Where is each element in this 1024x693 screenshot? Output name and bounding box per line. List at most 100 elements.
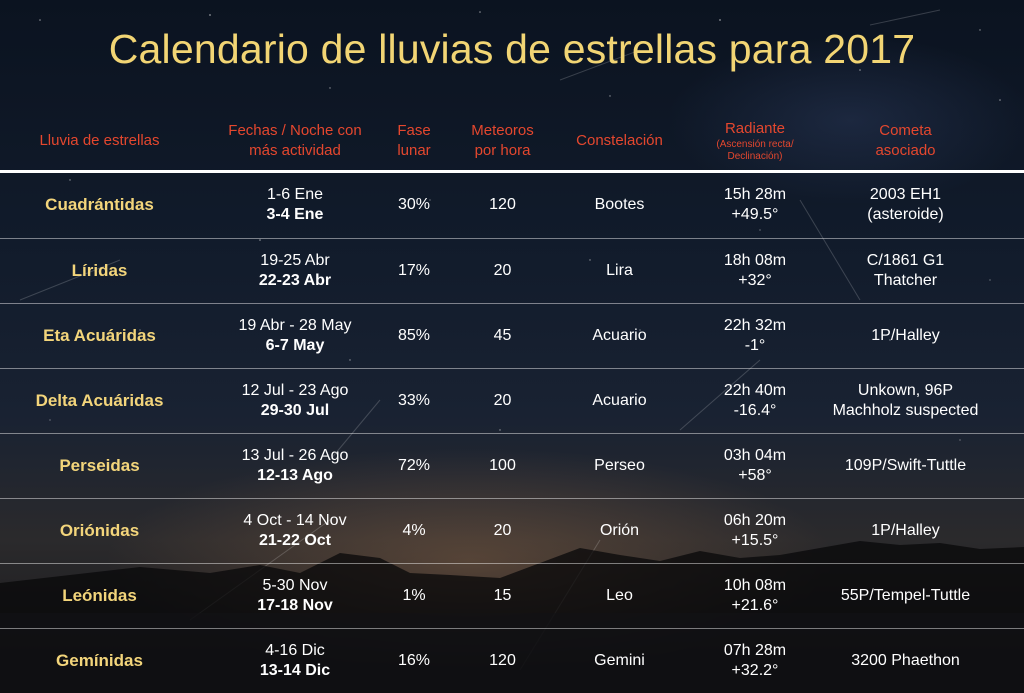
constellation-constellation: Acuario [592,327,647,344]
constellation-constellation: Perseo [594,457,645,474]
shower-dates: 4-16 Dic 13-14 Dic [205,629,385,693]
moon-phase: 85% [385,304,443,368]
shower-dates-peak: 22-23 Abr [258,272,332,289]
meteors-per-hour: 20 [455,369,550,433]
constellation: Perseo [552,434,687,498]
shower-name-name: Leónidas [62,586,137,605]
shower-name-name: Cuadrántidas [45,195,154,214]
associated-comet: 2003 EH1 (asteroide) [818,173,993,237]
shower-name-name: Líridas [71,261,128,280]
moon-phase: 33% [385,369,443,433]
radiant-dec: +58° [738,467,772,484]
radiant-ra: 06h 20m [723,512,787,529]
shower-name: Perseidas [12,434,187,498]
shower-dates: 13 Jul - 26 Ago 12-13 Ago [205,434,385,498]
radiant-dec: +15.5° [731,532,779,549]
table-row: Leónidas 5-30 Nov 17-18 Nov 1% 15 Leo 10h 08m +… [0,563,1024,627]
table-row: Eta Acuáridas 19 Abr - 28 May 6-7 May 85% 45… [0,303,1024,367]
associated-comet-comet1: C/1861 G1 [866,252,945,269]
constellation: Leo [552,564,687,628]
radiant: 07h 28m +32.2° [690,629,820,693]
constellation: Acuario [552,304,687,368]
radiant-dec: +49.5° [731,206,779,223]
meteors-per-hour: 120 [455,173,550,237]
table-row: Perseidas 13 Jul - 26 Ago 12-13 Ago 72% 100 P… [0,433,1024,497]
meteors-per-hour-meteors: 20 [493,262,512,279]
radiant-dec: +21.6° [731,597,779,614]
moon-phase: 72% [385,434,443,498]
shower-dates-dates: 19 Abr - 28 May [238,317,352,334]
radiant: 15h 28m +49.5° [690,173,820,237]
moon-phase: 30% [385,173,443,237]
meteors-per-hour-meteors: 20 [493,392,512,409]
constellation-constellation: Lira [606,262,633,279]
constellation: Bootes [552,173,687,237]
meteors-per-hour-meteors: 20 [493,522,512,539]
constellation: Acuario [552,369,687,433]
radiant: 18h 08m +32° [690,239,820,303]
shower-dates-dates: 4-16 Dic [265,642,325,659]
meteors-per-hour: 15 [455,564,550,628]
shower-name: Gemínidas [12,629,187,693]
radiant: 06h 20m +15.5° [690,499,820,563]
shower-name: Leónidas [12,564,187,628]
radiant: 03h 04m +58° [690,434,820,498]
shower-dates-dates: 5-30 Nov [262,577,328,594]
shower-name: Delta Acuáridas [12,369,187,433]
meteors-per-hour-meteors: 15 [493,587,512,604]
header-moon-phase: Fase lunar [397,122,431,159]
radiant-ra: 22h 32m [723,317,787,334]
constellation-constellation: Leo [606,587,633,604]
radiant-dec: +32.2° [731,662,779,679]
header-radiant: Radiante (Ascensión recta/ Declinación) [716,120,794,162]
landscape-silhouette [0,541,1024,693]
shower-name-name: Gemínidas [56,651,143,670]
shower-dates: 19 Abr - 28 May 6-7 May [205,304,385,368]
constellation: Orión [552,499,687,563]
moon-phase-phase: 33% [397,392,431,409]
moon-phase-phase: 4% [402,522,426,539]
radiant-dec: +32° [738,272,772,289]
radiant-ra: 15h 28m [723,186,787,203]
moon-phase: 16% [385,629,443,693]
associated-comet: 109P/Swift-Tuttle [818,434,993,498]
radiant-ra: 07h 28m [723,642,787,659]
moon-phase-phase: 72% [397,457,431,474]
constellation: Lira [552,239,687,303]
shower-dates: 1-6 Ene 3-4 Ene [205,173,385,237]
radiant-ra: 22h 40m [723,382,787,399]
moon-phase-phase: 17% [397,262,431,279]
associated-comet: 3200 Phaethon [818,629,993,693]
shower-dates-dates: 4 Oct - 14 Nov [243,512,347,529]
header-meteors-per-hour: Meteoros por hora [471,122,534,159]
associated-comet-comet1: 109P/Swift-Tuttle [844,457,967,474]
shower-dates: 19-25 Abr 22-23 Abr [205,239,385,303]
associated-comet: C/1861 G1 Thatcher [818,239,993,303]
radiant-dec: -16.4° [733,402,777,419]
associated-comet-comet1: 3200 Phaethon [851,652,960,669]
shower-dates-dates: 13 Jul - 26 Ago [241,447,349,464]
constellation: Gemini [552,629,687,693]
constellation-constellation: Bootes [594,196,645,213]
associated-comet: 1P/Halley [818,499,993,563]
moon-phase-phase: 16% [397,652,431,669]
shower-name: Oriónidas [12,499,187,563]
shower-dates-peak: 12-13 Ago [257,467,333,484]
shower-dates-peak: 13-14 Dic [259,662,331,679]
meteors-per-hour-meteors: 100 [489,457,516,474]
meteors-per-hour-meteors: 120 [489,652,516,669]
associated-comet-comet1: 55P/Tempel-Tuttle [840,587,971,604]
radiant-dec: -1° [744,337,766,354]
radiant-ra: 03h 04m [723,447,787,464]
moon-phase-phase: 30% [397,196,431,213]
header-shower: Lluvia de estrellas [39,132,160,149]
moon-phase-phase: 85% [397,327,431,344]
shower-name-name: Eta Acuáridas [43,326,156,345]
shower-name: Líridas [12,239,187,303]
constellation-constellation: Gemini [594,652,645,669]
radiant: 22h 32m -1° [690,304,820,368]
meteors-per-hour: 100 [455,434,550,498]
shower-dates-dates: 19-25 Abr [260,252,330,269]
shower-dates-dates: 12 Jul - 23 Ago [241,382,349,399]
shower-dates-peak: 29-30 Jul [260,402,330,419]
